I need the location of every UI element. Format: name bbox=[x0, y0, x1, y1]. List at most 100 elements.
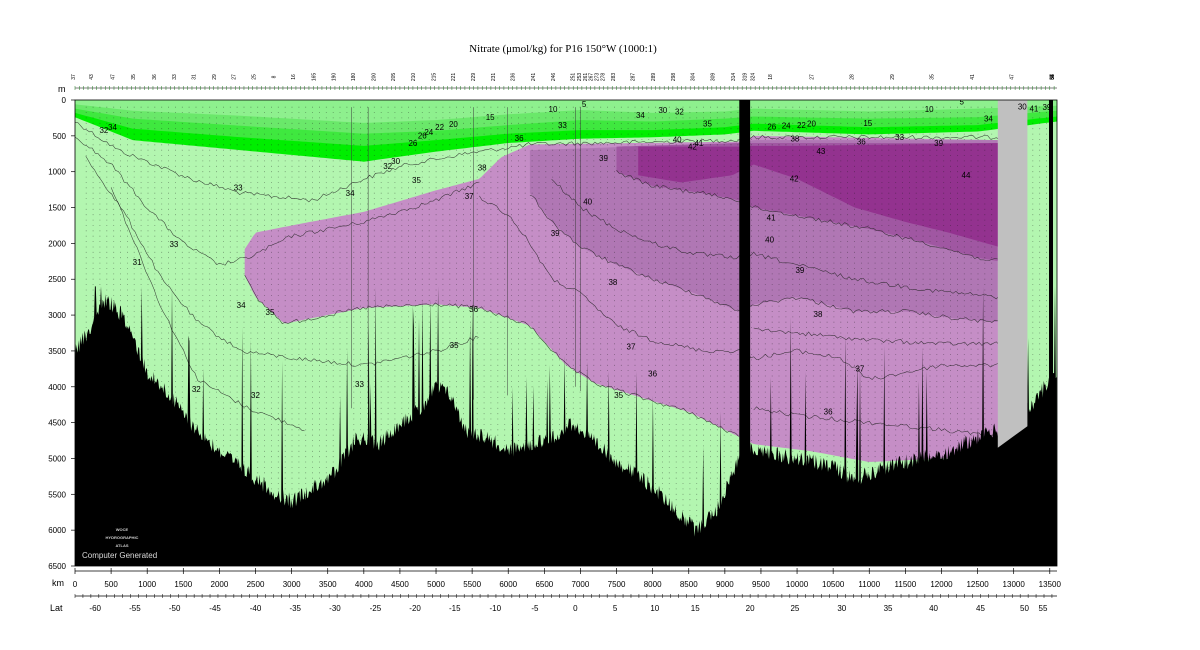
contour-line-1 bbox=[75, 136, 480, 266]
latitude-tick-label: -25 bbox=[370, 604, 382, 613]
station-label: 283 bbox=[611, 73, 617, 82]
logo-line-1: WOCE bbox=[116, 527, 129, 532]
latitude-label: Lat bbox=[50, 603, 63, 613]
contour-label: 5 bbox=[959, 97, 964, 106]
contour-label: 5 bbox=[582, 100, 587, 109]
station-label: 165 bbox=[311, 73, 317, 82]
latitude-tick-label: -35 bbox=[289, 604, 301, 613]
station-axis: 37 43 47 35 36 33 31 29 27 25 8 16 165 190 180 200 205 21… bbox=[71, 73, 1057, 90]
station-label: 41 bbox=[970, 74, 976, 80]
depth-tick-label: 2000 bbox=[48, 239, 66, 248]
distance-tick-label: 12000 bbox=[930, 580, 953, 589]
contour-label: 40 bbox=[673, 135, 682, 144]
contour-label: 10 bbox=[549, 105, 558, 114]
station-label: 29 bbox=[212, 74, 218, 80]
latitude-tick-label: 30 bbox=[837, 604, 846, 613]
station-label: 261 bbox=[583, 73, 589, 82]
depth-tick-label: 6500 bbox=[48, 562, 66, 571]
contour-label: 41 bbox=[1029, 105, 1038, 114]
station-label: 241 bbox=[531, 73, 537, 82]
contour-label: 39 bbox=[1042, 103, 1051, 112]
latitude-tick-label: 0 bbox=[573, 604, 578, 613]
contour-label: 44 bbox=[962, 171, 971, 180]
depth-tick-label: 3000 bbox=[48, 311, 66, 320]
latitude-tick-label: -15 bbox=[449, 604, 461, 613]
computer-generated-credit: Computer Generated bbox=[82, 551, 157, 560]
distance-tick-label: 2000 bbox=[211, 580, 229, 589]
depth-tick-label: 5000 bbox=[48, 454, 66, 463]
station-label: 8 bbox=[272, 75, 278, 78]
station-label: 246 bbox=[551, 73, 557, 82]
latitude-tick-label: -40 bbox=[250, 604, 262, 613]
distance-tick-label: 10000 bbox=[786, 580, 809, 589]
distance-tick-label: 13000 bbox=[1003, 580, 1026, 589]
ridge-column bbox=[739, 100, 751, 566]
distance-tick-label: 9500 bbox=[752, 580, 770, 589]
contour-label: 33 bbox=[169, 240, 178, 249]
depth-tick-label: 4000 bbox=[48, 383, 66, 392]
contour-line-9 bbox=[753, 327, 1000, 346]
contour-label: 32 bbox=[383, 162, 392, 171]
distance-tick-label: 1000 bbox=[138, 580, 156, 589]
distance-tick-label: 7500 bbox=[608, 580, 626, 589]
contour-label: 35 bbox=[703, 120, 712, 129]
contour-label: 10 bbox=[925, 105, 934, 114]
station-label: 47 bbox=[111, 74, 117, 80]
station-label: 27 bbox=[810, 74, 816, 80]
latitude-tick-label: -45 bbox=[209, 604, 221, 613]
surface-band-0 bbox=[75, 100, 1057, 123]
distance-tick-label: 4500 bbox=[391, 580, 409, 589]
contour-label: 36 bbox=[515, 134, 524, 143]
contour-label: 24 bbox=[782, 122, 791, 131]
contour-label: 20 bbox=[807, 120, 816, 129]
contour-label: 35 bbox=[412, 176, 421, 185]
contour-label: 26 bbox=[408, 139, 417, 148]
station-label: 210 bbox=[411, 73, 417, 82]
contour-label: 34 bbox=[984, 115, 993, 124]
latitude-tick-label: 45 bbox=[976, 604, 985, 613]
station-label: 29 bbox=[890, 74, 896, 80]
station-label: 68 bbox=[1050, 74, 1056, 80]
contour-label: 15 bbox=[863, 119, 872, 128]
latitude-tick-label: 15 bbox=[691, 604, 700, 613]
latitude-tick-label: -20 bbox=[409, 604, 421, 613]
station-label: 231 bbox=[491, 73, 497, 82]
station-label: 64 bbox=[1050, 74, 1056, 80]
contour-line-3 bbox=[110, 187, 305, 432]
distance-tick-label: 10500 bbox=[822, 580, 845, 589]
station-label: 180 bbox=[351, 73, 357, 82]
contour-label: 37 bbox=[855, 365, 864, 374]
contour-label: 24 bbox=[424, 128, 433, 137]
latitude-tick-label: 10 bbox=[650, 604, 659, 613]
station-label: 267 bbox=[589, 73, 595, 82]
contour-label: 34 bbox=[636, 111, 645, 120]
nitrate-contour-lines bbox=[75, 107, 1000, 439]
contour-label: 39 bbox=[934, 139, 943, 148]
layer-over-42 bbox=[638, 143, 1000, 247]
distance-tick-label: 3500 bbox=[319, 580, 337, 589]
distance-tick-label: 8500 bbox=[680, 580, 698, 589]
station-label: 215 bbox=[431, 73, 437, 82]
distance-axis: km 0 500 1000 1500 2000 2500 3000 3500 4000 4500 5… bbox=[52, 568, 1061, 589]
contour-label: 26 bbox=[767, 122, 776, 131]
contour-label: 41 bbox=[694, 139, 703, 148]
station-label: 309 bbox=[711, 73, 717, 82]
contour-line-10 bbox=[753, 406, 1000, 439]
contour-label: 36 bbox=[824, 408, 833, 417]
contour-label: 40 bbox=[765, 236, 774, 245]
contour-label: 35 bbox=[266, 308, 275, 317]
station-label: 221 bbox=[451, 73, 457, 82]
contour-label: 30 bbox=[658, 106, 667, 115]
depth-tick-label: 2500 bbox=[48, 275, 66, 284]
station-label: 229 bbox=[471, 73, 477, 82]
station-label: 57 bbox=[1049, 74, 1055, 80]
station-label: 253 bbox=[577, 73, 583, 82]
contour-label: 42 bbox=[790, 175, 799, 184]
distance-tick-label: 2500 bbox=[247, 580, 265, 589]
distance-tick-label: 12500 bbox=[966, 580, 989, 589]
woce-atlas-logo: WOCE HYDROGRAPHIC ATLAS Computer Generat… bbox=[82, 527, 157, 560]
contour-label: 34 bbox=[237, 301, 246, 310]
depth-tick-label: 0 bbox=[62, 96, 67, 105]
latitude-tick-label: -30 bbox=[329, 604, 341, 613]
